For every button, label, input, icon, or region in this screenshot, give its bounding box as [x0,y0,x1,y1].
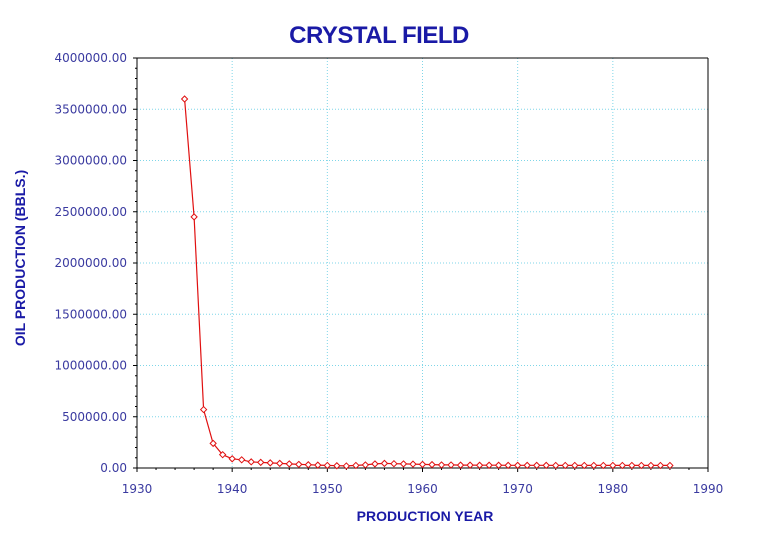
data-point [295,460,303,469]
data-point [228,455,236,463]
data-point [342,462,351,470]
data-point [409,460,417,468]
data-point [390,459,398,468]
data-point [504,461,512,470]
data-point [199,405,208,414]
x-tick-label: 1960 [407,482,438,496]
data-point [237,456,246,464]
y-tick-label: 1000000.00 [54,359,127,373]
y-tick-label: 1500000.00 [54,307,127,321]
x-tick-label: 1930 [122,482,153,496]
data-point [180,95,189,103]
data-point [532,461,541,470]
data-point [542,461,550,470]
data-point [380,459,389,468]
data-point [428,460,436,469]
data-point [247,458,255,466]
data-point [599,461,608,470]
data-point [590,461,598,470]
data-point [523,461,531,470]
y-tick-label: 4000000.00 [54,51,127,65]
chart-title: CRYSTAL FIELD [289,22,469,49]
data-point [304,461,313,469]
data-point [494,461,503,469]
y-tick-label: 3500000.00 [54,102,127,116]
data-point [314,461,322,469]
data-point [647,461,655,470]
data-point [257,458,265,467]
data-point [399,460,408,468]
x-tick-label: 1980 [598,482,629,496]
data-point [475,461,484,469]
data-point [628,461,636,470]
data-point [266,459,274,467]
y-tick-label: 3000000.00 [54,154,127,168]
x-tick-label: 1970 [502,482,533,496]
data-point [618,461,627,470]
x-tick-label: 1950 [312,482,343,496]
data-point [552,461,560,470]
series-line [184,98,670,467]
data-point [466,461,474,469]
data-point [637,461,646,470]
data-point [561,461,569,470]
data-point [361,461,370,469]
y-tick-label: 2500000.00 [54,205,127,219]
data-point [418,460,427,469]
data-point [609,461,617,470]
data-point [285,460,293,468]
data-point [456,461,465,469]
data-point [513,461,522,470]
x-axis-label: PRODUCTION YEAR [356,508,494,524]
data-point [352,461,360,470]
data-point [276,459,284,468]
data-point [209,439,217,448]
data-point [571,461,579,470]
data-point [656,461,665,470]
data-point [218,450,227,459]
y-tick-label: 2000000.00 [54,256,127,270]
data-point [371,460,379,468]
y-tick-label: 0.00 [100,461,127,475]
y-tick-label: 500000.00 [62,410,127,424]
data-point [333,462,341,470]
data-point [666,461,674,470]
x-tick-label: 1990 [693,482,724,496]
data-point [437,461,446,469]
data-point [447,461,455,469]
y-axis-label: OIL PRODUCTION (BBLS.) [12,169,28,347]
data-point [190,213,198,221]
data-point [485,461,493,469]
data-point [580,461,588,470]
data-point [323,461,332,470]
x-tick-label: 1940 [217,482,248,496]
